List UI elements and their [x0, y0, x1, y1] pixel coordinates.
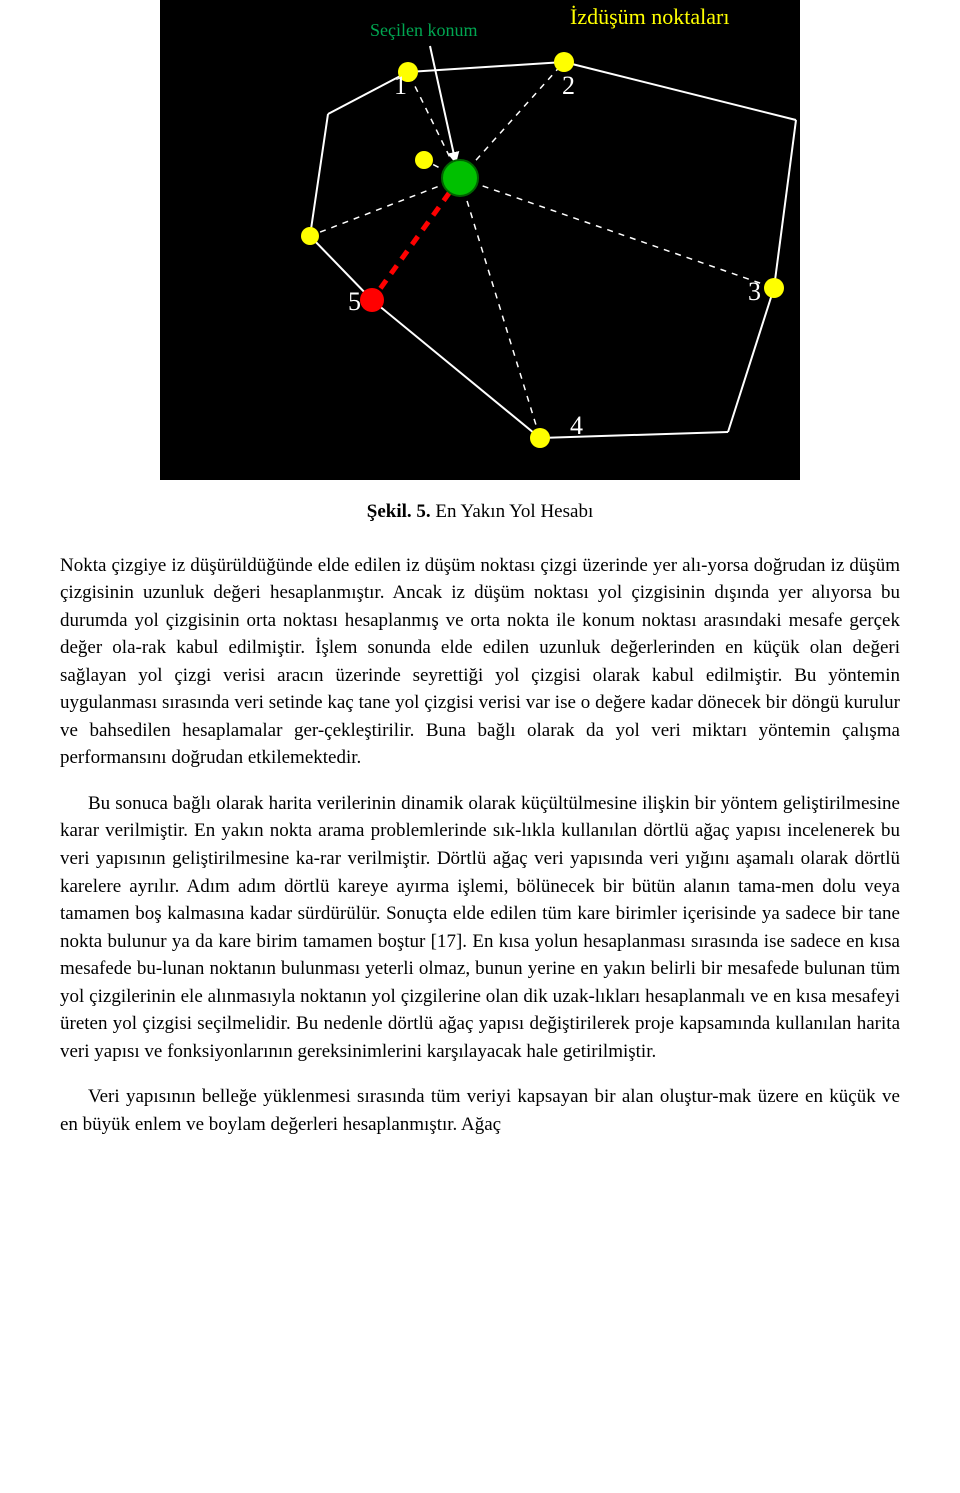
svg-text:2: 2	[562, 71, 575, 100]
paragraph-3: Veri yapısının belleğe yüklenmesi sırası…	[60, 1083, 900, 1138]
figure-caption-label: Şekil. 5.	[367, 501, 431, 522]
svg-text:Seçilen konum: Seçilen konum	[370, 20, 477, 40]
figure-caption: Şekil. 5. En Yakın Yol Hesabı	[60, 498, 900, 526]
svg-text:5: 5	[348, 287, 361, 316]
paragraph-1: Nokta çizgiye iz düşürüldüğünde elde edi…	[60, 552, 900, 772]
svg-text:4: 4	[570, 411, 583, 440]
figure-diagram: 1 2 3 4 5 İzdüşüm noktaları Seçilen konum	[160, 0, 800, 480]
svg-text:İzdüşüm noktaları: İzdüşüm noktaları	[570, 4, 729, 29]
paragraph-2: Bu sonuca bağlı olarak harita verilerini…	[60, 790, 900, 1065]
svg-text:3: 3	[748, 277, 761, 306]
svg-text:1: 1	[394, 71, 407, 100]
figure-caption-text: En Yakın Yol Hesabı	[435, 501, 593, 522]
